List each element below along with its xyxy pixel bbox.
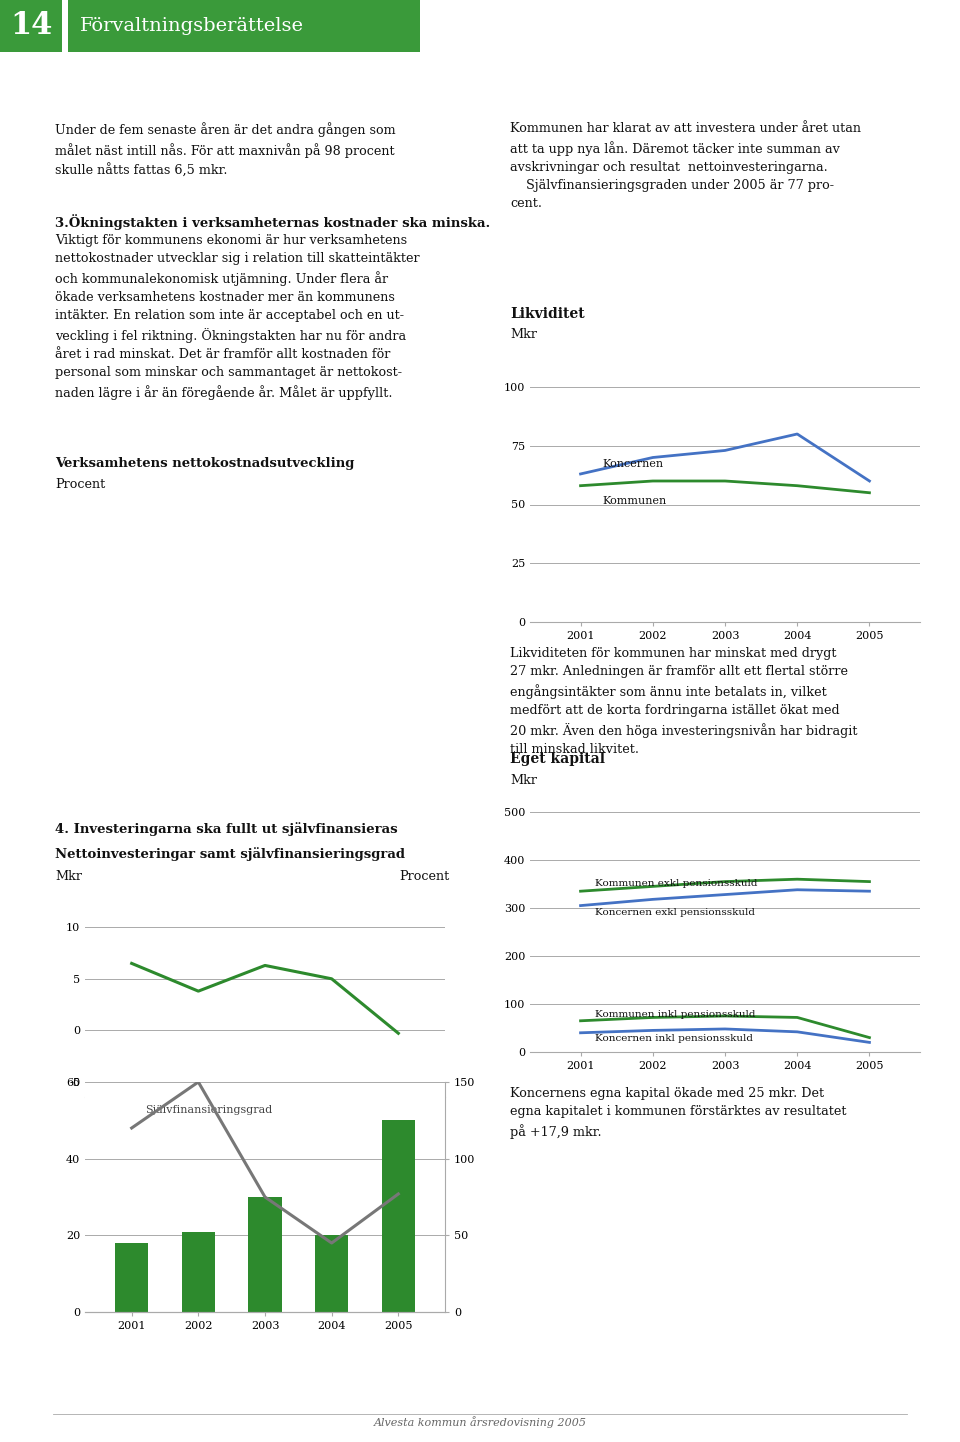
Text: Självfinansieringsgrad: Självfinansieringsgrad (145, 1105, 273, 1115)
Text: Under de fem senaste åren är det andra gången som
målet näst intill nås. För att: Under de fem senaste åren är det andra g… (55, 123, 396, 177)
Text: Koncernen: Koncernen (602, 459, 663, 469)
Text: Kommunen inkl pensionsskuld: Kommunen inkl pensionsskuld (595, 1009, 756, 1019)
Text: Alvesta kommun årsredovisning 2005: Alvesta kommun årsredovisning 2005 (373, 1416, 587, 1428)
Text: Eget kapital: Eget kapital (510, 751, 605, 766)
Text: Mkr: Mkr (510, 774, 537, 787)
Text: Viktigt för kommunens ekonomi är hur verksamhetens
nettokostnader utvecklar sig : Viktigt för kommunens ekonomi är hur ver… (55, 234, 420, 399)
Text: Koncernen inkl pensionsskuld: Koncernen inkl pensionsskuld (595, 1034, 753, 1044)
FancyBboxPatch shape (68, 0, 420, 52)
Text: Procent: Procent (399, 870, 450, 883)
Text: 3.Ökningstakten i verksamheternas kostnader ska minska.: 3.Ökningstakten i verksamheternas kostna… (55, 213, 491, 229)
Text: Kommunen exkl pensionsskuld: Kommunen exkl pensionsskuld (595, 880, 757, 888)
Text: Kommunen har klarat av att investera under året utan
att ta upp nya lån. Däremot: Kommunen har klarat av att investera und… (510, 123, 861, 211)
Text: Kommunen: Kommunen (602, 496, 666, 506)
Text: Likviditet: Likviditet (510, 307, 585, 322)
Text: Nettoinvesteringar samt självfinansieringsgrad: Nettoinvesteringar samt självfinansierin… (55, 846, 405, 861)
Text: Mkr: Mkr (55, 870, 82, 883)
Bar (382, 1120, 415, 1312)
Text: 4. Investeringarna ska fullt ut självfinansieras: 4. Investeringarna ska fullt ut självfin… (55, 822, 397, 836)
Text: Procent: Procent (55, 477, 106, 490)
Bar (115, 1243, 149, 1312)
Bar (249, 1197, 281, 1312)
Text: 14: 14 (10, 10, 52, 42)
Bar (181, 1231, 215, 1312)
Bar (315, 1236, 348, 1312)
Text: Mkr: Mkr (510, 327, 537, 340)
FancyBboxPatch shape (0, 0, 62, 52)
Text: Förvaltningsberättelse: Förvaltningsberättelse (80, 17, 304, 35)
Text: Likviditeten för kommunen har minskat med drygt
27 mkr. Anledningen är framför a: Likviditeten för kommunen har minskat me… (510, 647, 857, 756)
Text: Koncernen exkl pensionsskuld: Koncernen exkl pensionsskuld (595, 908, 755, 917)
Text: Verksamhetens nettokostnadsutveckling: Verksamhetens nettokostnadsutveckling (55, 457, 354, 470)
Text: Koncernens egna kapital ökade med 25 mkr. Det
egna kapitalet i kommunen förstärk: Koncernens egna kapital ökade med 25 mkr… (510, 1087, 847, 1139)
